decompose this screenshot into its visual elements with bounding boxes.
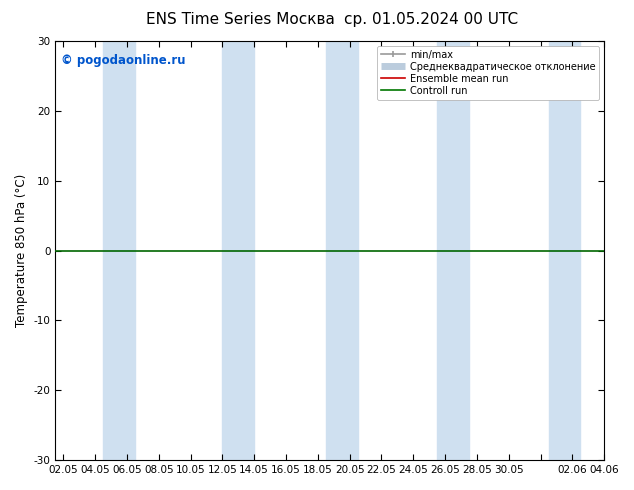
Bar (326, 41, 358, 460)
Bar (103, 41, 135, 460)
Bar (437, 41, 469, 460)
Bar (223, 41, 254, 460)
Text: © pogodaonline.ru: © pogodaonline.ru (61, 53, 185, 67)
Bar (548, 41, 580, 460)
Text: ENS Time Series Москва: ENS Time Series Москва (146, 12, 335, 27)
Y-axis label: Temperature 850 hPa (°C): Temperature 850 hPa (°C) (15, 174, 28, 327)
Legend: min/max, Среднеквадратическое отклонение, Ensemble mean run, Controll run: min/max, Среднеквадратическое отклонение… (377, 46, 599, 99)
Text: ср. 01.05.2024 00 UTC: ср. 01.05.2024 00 UTC (344, 12, 518, 27)
